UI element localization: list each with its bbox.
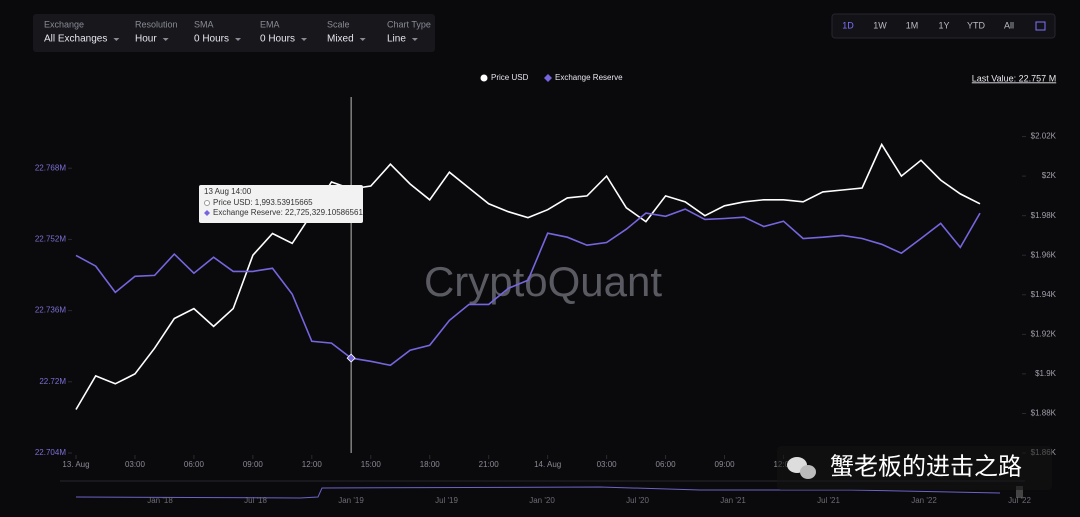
control-value[interactable]: Line	[387, 34, 406, 45]
x-tick-label: 03:00	[125, 460, 146, 469]
dropdown-caret[interactable]	[359, 38, 366, 41]
y2-tick-label: $2.02K	[1031, 132, 1057, 141]
y-tick-label: 22.704M	[35, 448, 66, 457]
range-button[interactable]: 1Y	[938, 20, 949, 30]
navigator-label: Jan '19	[338, 496, 364, 505]
tooltip-row: Exchange Reserve: 22,725,329.10586561	[213, 208, 363, 217]
dropdown-caret[interactable]	[301, 38, 308, 41]
tooltip-row: Price USD: 1,993.53915665	[213, 198, 313, 207]
navigator-label: Jul '20	[626, 496, 649, 505]
x-tick-label: 09:00	[715, 460, 736, 469]
navigator-label: Jan '22	[911, 496, 937, 505]
x-tick-label: 09:00	[243, 460, 264, 469]
range-button[interactable]: 1D	[842, 20, 854, 30]
control-label: Resolution	[135, 19, 178, 29]
y2-tick-label: $2K	[1042, 171, 1057, 180]
tooltip	[199, 185, 363, 223]
y2-tick-label: $1.88K	[1031, 409, 1057, 418]
controls-panel	[33, 14, 435, 52]
y2-tick-label: $1.9K	[1035, 369, 1057, 378]
x-tick-label: 06:00	[656, 460, 677, 469]
x-tick-label: 15:00	[361, 460, 382, 469]
y-tick-label: 22.72M	[39, 377, 66, 386]
range-button[interactable]: All	[1004, 20, 1014, 30]
control-label: Chart Type	[387, 19, 431, 29]
y2-tick-label: $1.98K	[1031, 211, 1057, 220]
dropdown-caret[interactable]	[235, 38, 242, 41]
navigator-label: Jul '22	[1008, 496, 1031, 505]
legend-swatch	[480, 74, 488, 82]
tooltip-title: 13 Aug 14:00	[204, 187, 252, 196]
navigator-label: Jul '19	[435, 496, 458, 505]
x-tick-label: 21:00	[479, 460, 500, 469]
navigator-label: Jan '20	[529, 496, 555, 505]
legend-label: Exchange Reserve	[555, 73, 623, 82]
legend-label: Price USD	[491, 73, 529, 82]
control-label: EMA	[260, 19, 280, 29]
series-line	[75, 208, 981, 367]
tooltip-swatch	[204, 200, 210, 206]
navigator-handle[interactable]	[1016, 486, 1023, 498]
navigator-label: Jul '21	[817, 496, 840, 505]
control-value[interactable]: All Exchanges	[44, 34, 107, 45]
y-tick-label: 22.736M	[35, 306, 66, 315]
control-value[interactable]: 0 Hours	[194, 34, 229, 45]
x-tick-label: 06:00	[184, 460, 205, 469]
tooltip-swatch	[204, 210, 210, 216]
range-button[interactable]: 1W	[873, 20, 887, 30]
y-tick-label: 22.752M	[35, 235, 66, 244]
navigator-label: Jan '18	[147, 496, 173, 505]
range-panel	[831, 13, 1056, 39]
x-tick-label: 18:00	[420, 460, 441, 469]
y2-tick-label: $1.92K	[1031, 329, 1057, 338]
range-button[interactable]: 1M	[906, 20, 919, 30]
wechat-icon	[800, 465, 816, 479]
control-value[interactable]: 0 Hours	[260, 34, 295, 45]
series-line	[75, 142, 981, 410]
control-value[interactable]: Mixed	[327, 34, 354, 45]
x-tick-label: 13. Aug	[62, 460, 89, 469]
navigator-label: Jan '21	[720, 496, 746, 505]
dropdown-caret[interactable]	[411, 38, 418, 41]
control-label: Exchange	[44, 19, 84, 29]
control-value[interactable]: Hour	[135, 34, 157, 45]
x-tick-label: 14. Aug	[534, 460, 561, 469]
dropdown-caret[interactable]	[113, 38, 120, 41]
overlay-text: 蟹老板的进击之路	[830, 453, 1022, 480]
last-value: Last Value: 22.757 M	[972, 73, 1056, 83]
hover-marker	[346, 353, 356, 363]
x-tick-label: 12:00	[302, 460, 323, 469]
overlay-box	[777, 446, 1052, 490]
legend-swatch	[544, 74, 552, 82]
range-button[interactable]: YTD	[967, 20, 986, 30]
dropdown-caret[interactable]	[162, 38, 169, 41]
y2-tick-label: $1.94K	[1031, 290, 1057, 299]
watermark: CryptoQuant	[424, 258, 662, 305]
calendar-button[interactable]	[1035, 21, 1046, 31]
y2-tick-label: $1.96K	[1031, 250, 1057, 259]
navigator-label: Jul '18	[244, 496, 267, 505]
control-label: Scale	[327, 19, 350, 29]
y-tick-label: 22.768M	[35, 163, 66, 172]
control-label: SMA	[194, 19, 214, 29]
x-tick-label: 03:00	[597, 460, 618, 469]
